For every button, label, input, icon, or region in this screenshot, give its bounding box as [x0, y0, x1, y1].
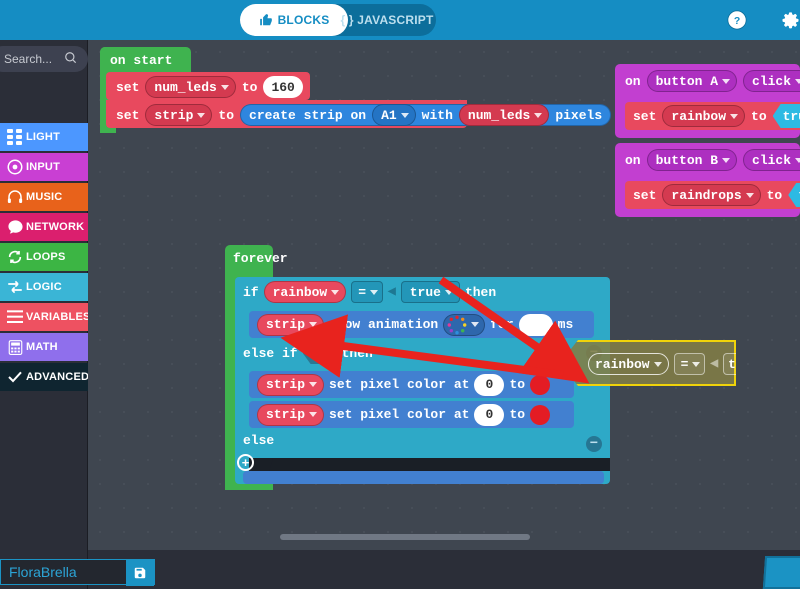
svg-text:?: ? — [734, 16, 740, 27]
